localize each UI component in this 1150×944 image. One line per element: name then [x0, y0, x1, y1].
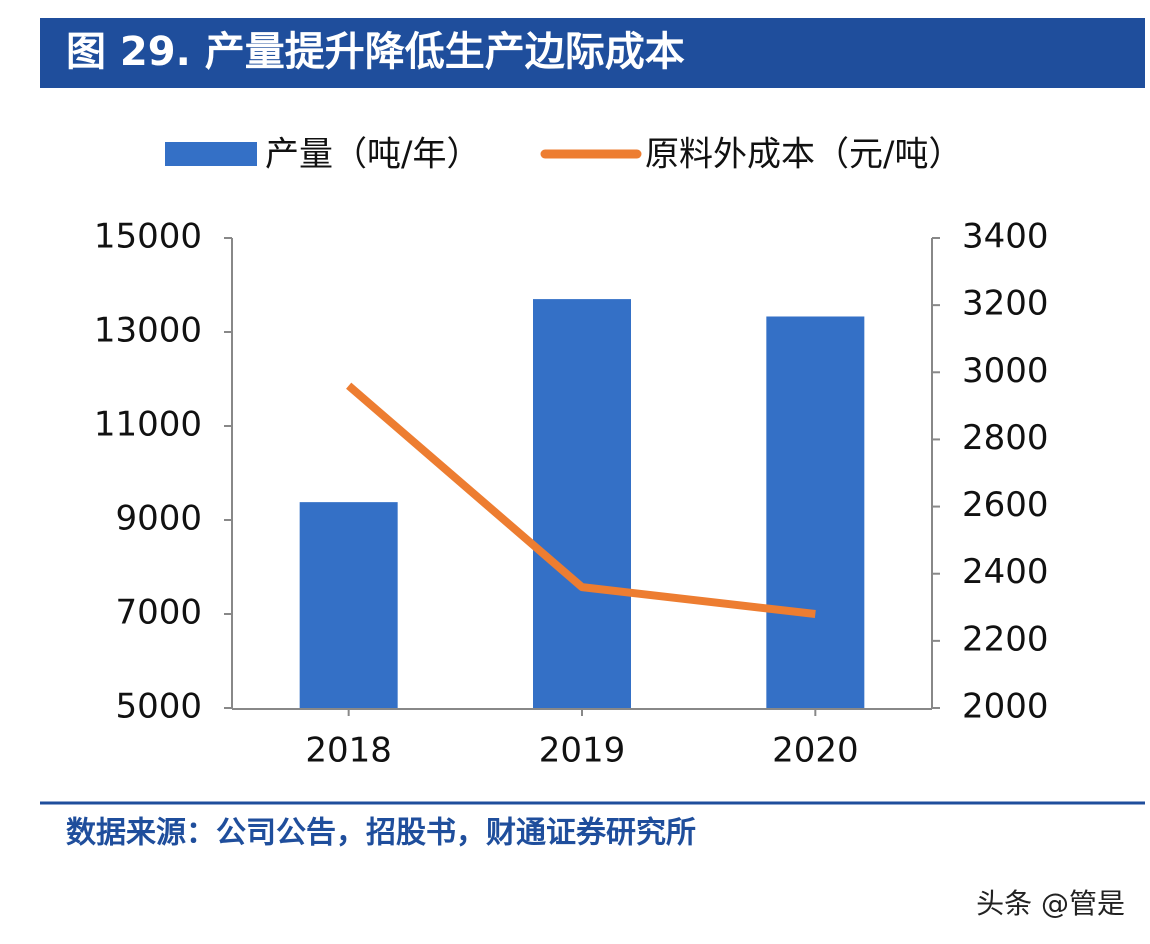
x-tick-label: 2020: [772, 731, 859, 771]
y-tick-label: 7000: [115, 593, 202, 633]
y-tick-label: 9000: [115, 499, 202, 539]
y2-tick-label: 2400: [962, 552, 1049, 592]
line: [346, 382, 816, 618]
bar: [533, 299, 631, 708]
y2-tick-label: 2600: [962, 485, 1049, 525]
y2-tick-label: 2800: [962, 418, 1049, 458]
legend-label: 产量（吨/年）: [265, 135, 480, 175]
y2-tick-label: 2000: [962, 687, 1049, 727]
y2-tick-label: 3000: [962, 351, 1049, 391]
bar: [766, 316, 865, 708]
y-tick-label: 13000: [94, 311, 202, 351]
x-tick-label: 2018: [305, 731, 392, 771]
legend-swatch: [165, 142, 257, 166]
y-tick-label: 5000: [115, 687, 202, 727]
source-note: 数据来源：公司公告，招股书，财通证券研究所: [66, 816, 696, 851]
legend-label: 原料外成本（元/吨）: [645, 135, 962, 175]
bar: [299, 502, 398, 708]
y2-tick-label: 3400: [962, 217, 1049, 257]
title-banner: [40, 18, 1145, 88]
watermark: 头条 @管是: [976, 887, 1125, 920]
y-tick-label: 11000: [94, 405, 202, 445]
y-tick-label: 15000: [94, 217, 202, 257]
chart-title: 图 29. 产量提升降低生产边际成本: [66, 29, 685, 75]
y2-tick-label: 2200: [962, 619, 1049, 659]
x-tick-label: 2019: [539, 731, 626, 771]
y2-tick-label: 3200: [962, 284, 1049, 324]
